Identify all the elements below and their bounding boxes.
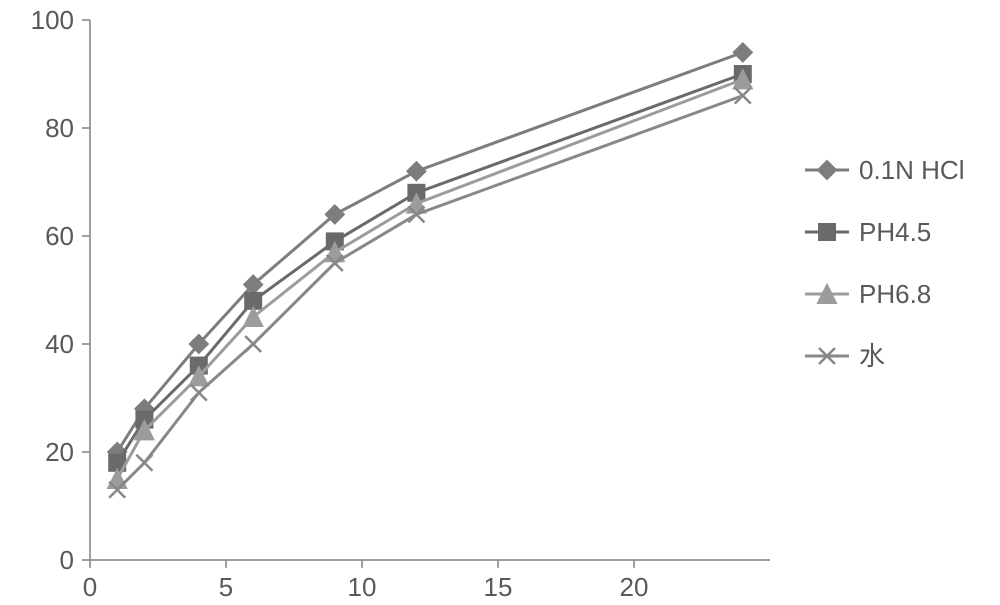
chart-bg [0,0,1000,605]
dissolution-chart: 0 20 40 60 80 100 0 5 10 15 20 0.1N HCl PH4.5 PH6.8 水 [0,0,1000,605]
x-tick-label: 20 [620,572,649,602]
x-tick-label: 10 [348,572,377,602]
y-tick-label: 0 [60,545,74,575]
chart-svg: 0 20 40 60 80 100 0 5 10 15 20 0.1N HCl PH4.5 PH6.8 水 [0,0,1000,605]
x-tick-label: 5 [219,572,233,602]
legend-label: 水 [859,341,885,371]
y-tick-label: 20 [45,437,74,467]
x-tick-label: 0 [83,572,97,602]
y-tick-label: 40 [45,329,74,359]
y-tick-label: 100 [31,5,74,35]
x-tick-label: 15 [484,572,513,602]
y-tick-label: 80 [45,113,74,143]
legend-label: PH4.5 [859,217,931,247]
y-tick-label: 60 [45,221,74,251]
legend-label: PH6.8 [859,279,931,309]
square-marker [819,224,835,240]
legend-label: 0.1N HCl [859,155,964,185]
